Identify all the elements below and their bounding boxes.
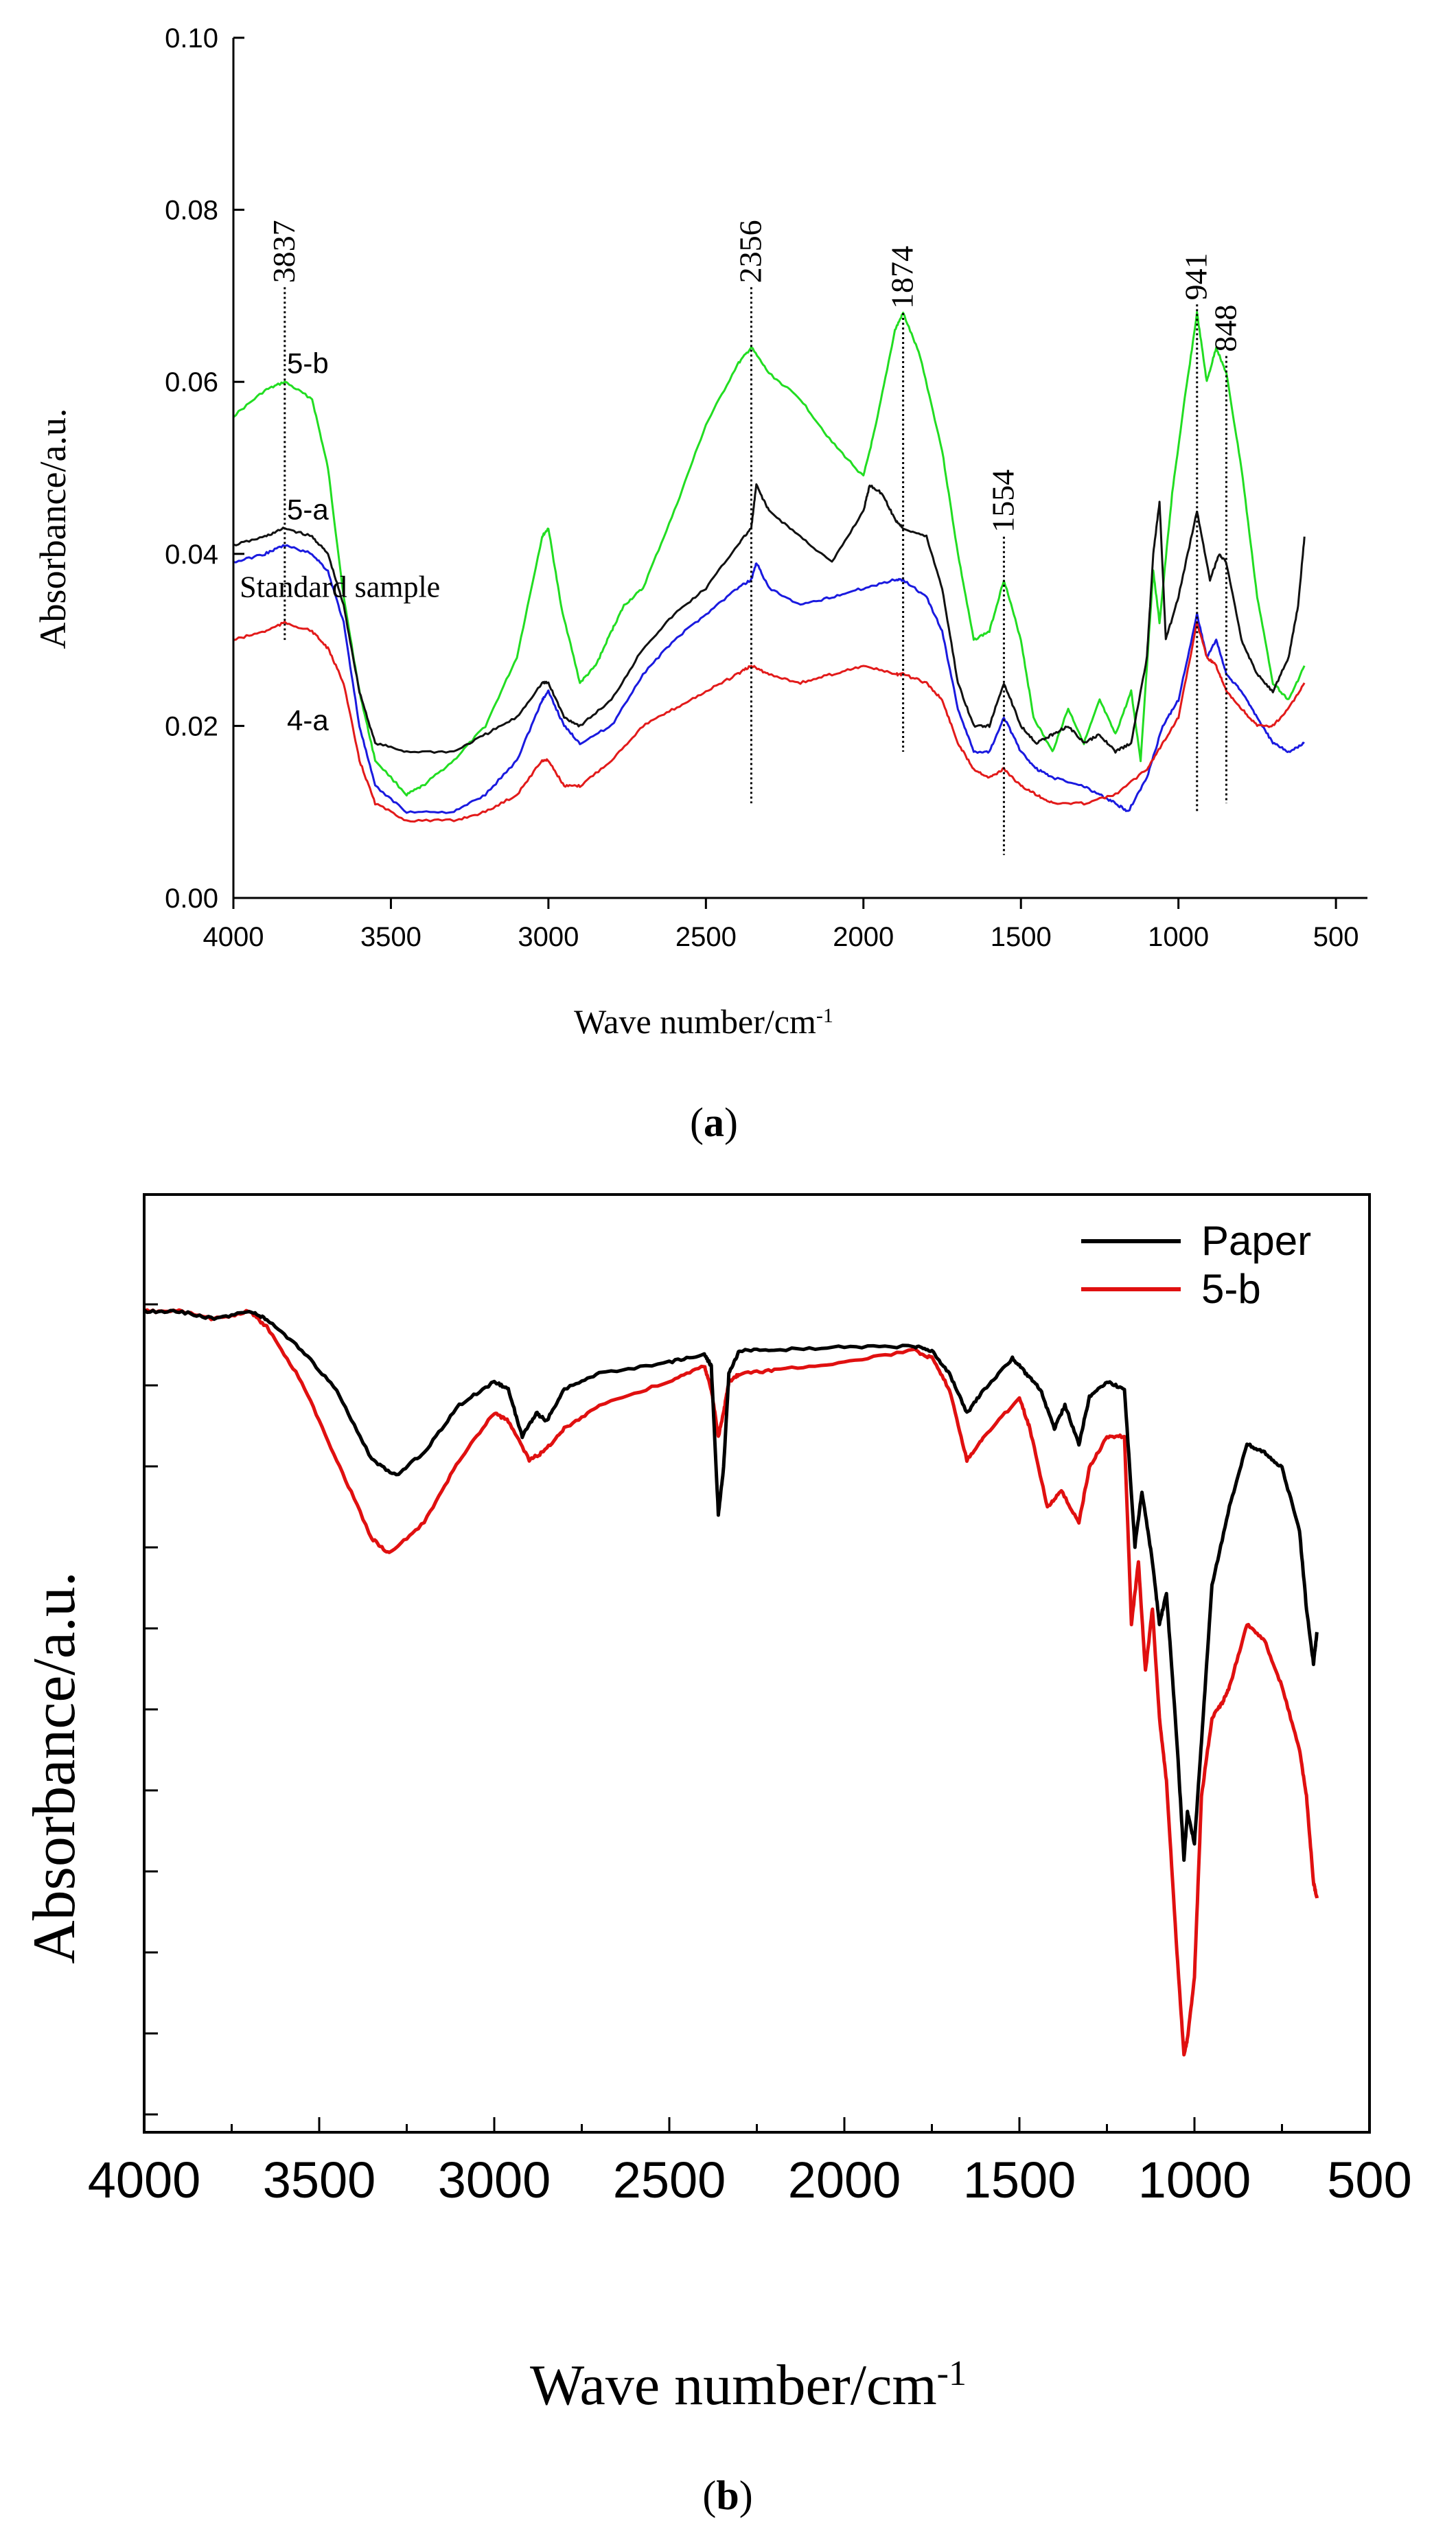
chart-a-x-tick-label: 1000 — [1148, 922, 1209, 952]
chart-a-y-tick-label: 0.10 — [165, 23, 218, 54]
chart-a-series-label-5-a: 5-a — [287, 494, 329, 526]
chart-a-peak-label-941: 941 — [1179, 253, 1214, 300]
chart-a-plot-area — [233, 311, 1306, 823]
chart-b: 4000 3500 3000 2500 2000 1500 1000 500 Paper5-b… — [21, 1193, 1412, 2518]
chart-a-x-tick-label: 3000 — [518, 922, 579, 952]
chart-a-x-tick-label: 2000 — [833, 922, 894, 952]
chart-a-series-4-a-line — [233, 621, 1306, 823]
chart-a-series-standard-sample-line — [233, 544, 1305, 814]
chart-a-series-label-standard-sample: Standard sample — [240, 570, 440, 603]
chart-b-x-tick-label: 1500 — [963, 2151, 1076, 2208]
chart-b-x-tick-label: 3000 — [438, 2151, 551, 2208]
chart-b-x-tick-label: 500 — [1327, 2151, 1411, 2208]
chart-a-panel-letter: a — [704, 1100, 724, 1145]
chart-a-ylabel: Absorbance/a.u. — [32, 408, 73, 649]
chart-a: 0.00 0.02 0.04 0.06 0.08 0.10 4000 3500 3000 2500… — [32, 23, 1367, 1145]
chart-b-xlabel-text: Wave number/cm — [530, 2353, 937, 2417]
chart-b-legend-label-paper: Paper — [1201, 1218, 1311, 1264]
chart-b-axes: 4000 3500 3000 2500 2000 1500 1000 500 — [88, 1193, 1412, 2208]
chart-a-xlabel-text: Wave number/cm — [574, 1002, 816, 1041]
chart-b-panel-letter: b — [716, 2473, 739, 2518]
chart-b-x-tick-label: 4000 — [88, 2151, 201, 2208]
chart-a-series-labels: 5-b 5-a Standard sample 4-a — [240, 347, 440, 737]
chart-b-series-5-b-line — [143, 1308, 1319, 2057]
chart-a-peak-label-2356: 2356 — [732, 220, 767, 283]
chart-a-xlabel: Wave number/cm-1 — [574, 1002, 833, 1041]
chart-b-x-tick-label: 1000 — [1138, 2151, 1251, 2208]
chart-a-panel-label: (a) — [690, 1100, 738, 1145]
chart-a-annotations: 3837 2356 1874 1554 941 848 — [266, 220, 1243, 855]
chart-a-x-tick-label: 3500 — [360, 922, 421, 952]
chart-a-series-5-b-line — [233, 311, 1306, 797]
chart-b-xlabel-sup: -1 — [937, 2354, 967, 2393]
chart-a-y-tick-label: 0.06 — [165, 367, 218, 397]
chart-b-xlabel: Wave number/cm-1 — [530, 2353, 967, 2417]
chart-a-y-tick-label: 0.02 — [165, 711, 218, 741]
chart-a-series-label-5-b: 5-b — [287, 347, 329, 380]
chart-b-x-tick-label: 2500 — [613, 2151, 726, 2208]
chart-a-x-tick-label: 1500 — [991, 922, 1052, 952]
chart-b-x-tick-label: 3500 — [263, 2151, 376, 2208]
chart-b-panel-label: (b) — [702, 2473, 752, 2518]
chart-b-series-paper-line — [143, 1308, 1319, 1862]
chart-a-series-label-4-a: 4-a — [287, 704, 329, 737]
chart-a-peak-label-3837: 3837 — [266, 220, 301, 283]
chart-a-peak-label-1554: 1554 — [985, 470, 1020, 533]
chart-a-y-tick-label: 0.08 — [165, 196, 218, 226]
chart-a-peak-label-848: 848 — [1207, 305, 1243, 352]
chart-a-axes: 0.00 0.02 0.04 0.06 0.08 0.10 4000 3500 3000 2500… — [165, 23, 1367, 952]
chart-a-peak-label-1874: 1874 — [885, 246, 920, 309]
chart-b-plot-area — [143, 1308, 1319, 2057]
chart-a-x-tick-label: 500 — [1313, 922, 1359, 952]
chart-a-x-tick-label: 2500 — [675, 922, 737, 952]
chart-a-xlabel-sup: -1 — [816, 1004, 833, 1027]
chart-b-ylabel: Absorbance/a.u. — [21, 1571, 88, 1964]
chart-a-series-5-a-line — [233, 483, 1306, 754]
chart-a-y-tick-label: 0.04 — [165, 540, 218, 570]
chart-a-x-tick-label: 4000 — [203, 922, 264, 952]
chart-b-legend-label-5-b: 5-b — [1201, 1266, 1261, 1312]
chart-b-x-tick-label: 2000 — [788, 2151, 901, 2208]
chart-a-y-tick-label: 0.00 — [165, 884, 218, 914]
